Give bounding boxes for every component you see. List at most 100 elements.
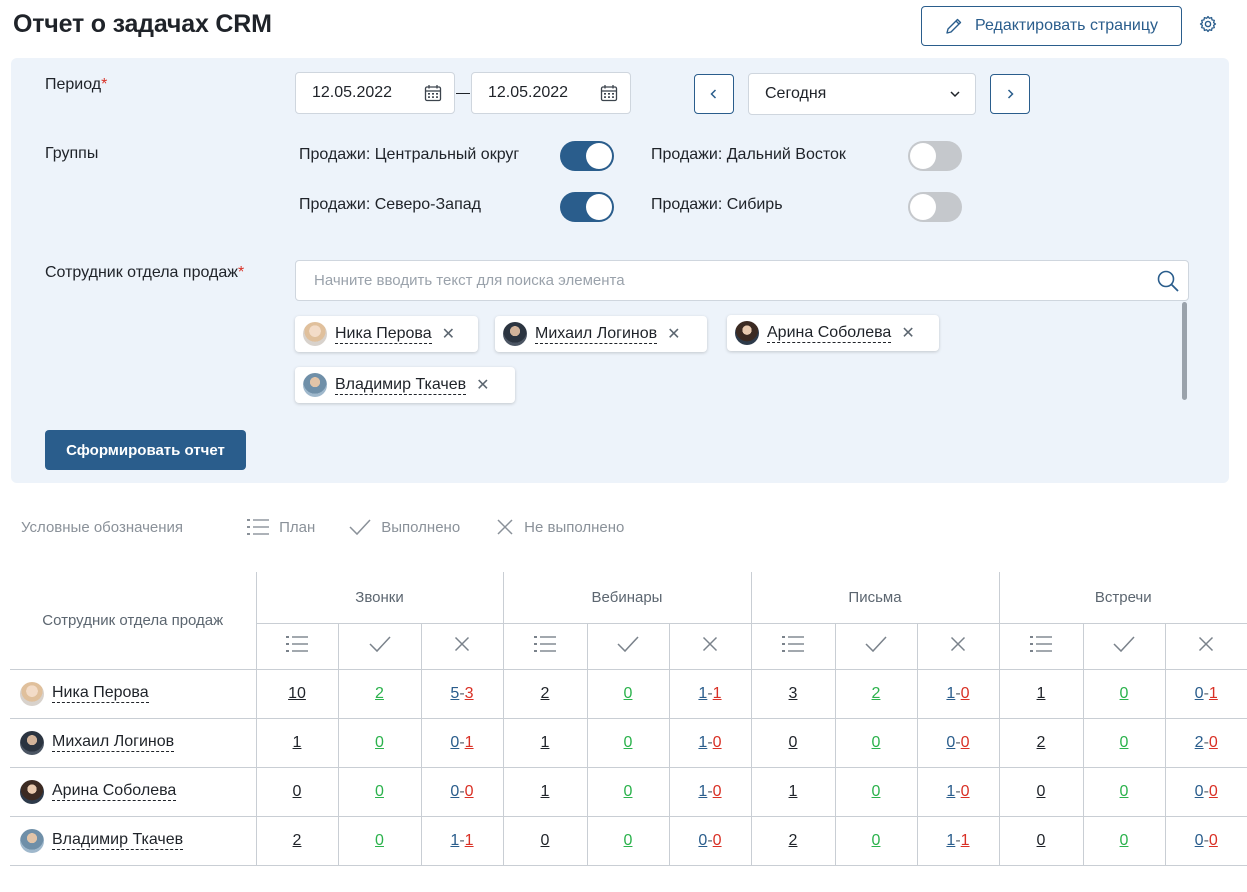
remove-chip-icon[interactable]: ✕ bbox=[901, 325, 915, 342]
done-value[interactable]: 0 bbox=[871, 831, 881, 849]
plan-value[interactable]: 0 bbox=[1036, 782, 1046, 800]
not-done-value-b[interactable]: 3 bbox=[464, 684, 474, 702]
plan-value[interactable]: 0 bbox=[292, 782, 302, 800]
next-period-button[interactable] bbox=[990, 74, 1030, 114]
plan-value[interactable]: 1 bbox=[1036, 684, 1046, 702]
remove-chip-icon[interactable]: ✕ bbox=[667, 326, 681, 343]
not-done-value-b[interactable]: 0 bbox=[960, 684, 970, 702]
not-done-value-a[interactable]: 0 bbox=[1194, 782, 1204, 800]
done-value[interactable]: 0 bbox=[1119, 831, 1129, 849]
not-done-value-b[interactable]: 0 bbox=[960, 782, 970, 800]
not-done-value-a[interactable]: 1 bbox=[946, 782, 956, 800]
remove-chip-icon[interactable]: ✕ bbox=[476, 377, 490, 394]
employee-name-link[interactable]: Арина Соболева bbox=[52, 782, 177, 801]
done-value[interactable]: 2 bbox=[871, 684, 881, 702]
not-done-value-a[interactable]: 1 bbox=[698, 684, 708, 702]
plan-value[interactable]: 2 bbox=[788, 831, 798, 849]
plan-value[interactable]: 0 bbox=[1036, 831, 1046, 849]
not-done-value-b[interactable]: 1 bbox=[960, 831, 970, 849]
done-value[interactable]: 0 bbox=[375, 733, 384, 751]
not-done-value-b[interactable]: 0 bbox=[1208, 831, 1218, 849]
plan-value[interactable]: 3 bbox=[788, 684, 798, 702]
not-done-value-b[interactable]: 0 bbox=[960, 733, 970, 751]
not-done-value-a[interactable]: 0 bbox=[1194, 831, 1204, 849]
plan-value[interactable]: 2 bbox=[292, 831, 302, 849]
not-done-value-a[interactable]: 1 bbox=[946, 684, 956, 702]
done-value[interactable]: 0 bbox=[871, 782, 881, 800]
remove-chip-icon[interactable]: ✕ bbox=[441, 326, 456, 343]
groups-label: Группы bbox=[45, 145, 99, 162]
employee-search[interactable] bbox=[295, 260, 1189, 301]
chip-employee-name[interactable]: Ника Перова bbox=[335, 324, 432, 344]
plan-value[interactable]: 1 bbox=[292, 733, 302, 751]
plan-value[interactable]: 1 bbox=[540, 733, 550, 751]
value-separator: - bbox=[955, 782, 961, 800]
done-value[interactable]: 0 bbox=[375, 782, 384, 800]
table-row: Михаил Логинов 1 0 0-1 1 0 1-0 0 0 0-0 2 0 2-0 bbox=[10, 717, 1247, 768]
group-toggle-central[interactable] bbox=[560, 141, 614, 171]
period-select[interactable]: Сегодня bbox=[748, 73, 976, 115]
chip-employee-name[interactable]: Владимир Ткачев bbox=[335, 375, 467, 395]
not-done-value-b[interactable]: 1 bbox=[464, 733, 474, 751]
plan-value[interactable]: 2 bbox=[1036, 733, 1046, 751]
plan-value[interactable]: 10 bbox=[288, 684, 306, 702]
date-to-input[interactable]: 12.05.2022 bbox=[471, 72, 631, 114]
calendar-icon[interactable] bbox=[424, 84, 442, 102]
group-toggle-far-east[interactable] bbox=[908, 141, 962, 171]
not-done-value-b[interactable]: 0 bbox=[712, 831, 722, 849]
plan-cell: 1 bbox=[255, 717, 339, 768]
not-done-value-a[interactable]: 5 bbox=[450, 684, 460, 702]
done-value[interactable]: 2 bbox=[375, 684, 384, 702]
not-done-value-b[interactable]: 0 bbox=[1208, 733, 1218, 751]
search-icon[interactable] bbox=[1156, 269, 1180, 293]
chip-employee-name[interactable]: Арина Соболева bbox=[767, 323, 892, 343]
plan-value[interactable]: 2 bbox=[540, 684, 550, 702]
group-toggle-north-west[interactable] bbox=[560, 192, 614, 222]
not-done-value-b[interactable]: 0 bbox=[712, 782, 722, 800]
employee-name-link[interactable]: Владимир Ткачев bbox=[52, 831, 184, 850]
calendar-icon[interactable] bbox=[600, 84, 618, 102]
done-value[interactable]: 0 bbox=[1119, 733, 1129, 751]
date-from-input[interactable]: 12.05.2022 bbox=[295, 72, 455, 114]
done-value[interactable]: 0 bbox=[623, 684, 633, 702]
done-value[interactable]: 0 bbox=[871, 733, 881, 751]
done-value[interactable]: 0 bbox=[1119, 684, 1129, 702]
edit-page-button[interactable]: Редактировать страницу bbox=[921, 6, 1182, 46]
not-done-value-b[interactable]: 0 bbox=[1208, 782, 1218, 800]
not-done-value-a[interactable]: 0 bbox=[1194, 684, 1204, 702]
not-done-value-a[interactable]: 1 bbox=[698, 782, 708, 800]
generate-report-button[interactable]: Сформировать отчет bbox=[45, 430, 246, 470]
done-value[interactable]: 0 bbox=[623, 733, 633, 751]
not-done-value-a[interactable]: 1 bbox=[946, 831, 956, 849]
employee-name-link[interactable]: Ника Перова bbox=[52, 684, 149, 703]
done-value[interactable]: 0 bbox=[623, 782, 633, 800]
plan-value[interactable]: 1 bbox=[540, 782, 550, 800]
not-done-value-b[interactable]: 1 bbox=[464, 831, 474, 849]
not-done-value-a[interactable]: 2 bbox=[1194, 733, 1204, 751]
employee-name-link[interactable]: Михаил Логинов bbox=[52, 733, 175, 752]
chips-scrollbar[interactable] bbox=[1182, 302, 1187, 400]
done-value[interactable]: 0 bbox=[375, 831, 384, 849]
not-done-cell: 0-0 bbox=[1164, 766, 1247, 817]
not-done-value-b[interactable]: 1 bbox=[712, 684, 722, 702]
plan-value[interactable]: 0 bbox=[540, 831, 550, 849]
done-value[interactable]: 0 bbox=[1119, 782, 1129, 800]
not-done-value-b[interactable]: 0 bbox=[464, 782, 474, 800]
gear-icon[interactable] bbox=[1199, 15, 1217, 33]
not-done-value-a[interactable]: 1 bbox=[450, 831, 460, 849]
group-toggle-siberia[interactable] bbox=[908, 192, 962, 222]
toggle-knob bbox=[910, 194, 936, 220]
employee-search-input[interactable] bbox=[314, 272, 1156, 289]
not-done-value-a[interactable]: 0 bbox=[450, 733, 460, 751]
not-done-value-b[interactable]: 0 bbox=[712, 733, 722, 751]
not-done-value-a[interactable]: 0 bbox=[946, 733, 956, 751]
not-done-value-a[interactable]: 1 bbox=[698, 733, 708, 751]
not-done-value-a[interactable]: 0 bbox=[450, 782, 460, 800]
not-done-value-a[interactable]: 0 bbox=[698, 831, 708, 849]
plan-value[interactable]: 1 bbox=[788, 782, 798, 800]
not-done-value-b[interactable]: 1 bbox=[1208, 684, 1218, 702]
plan-value[interactable]: 0 bbox=[788, 733, 798, 751]
previous-period-button[interactable] bbox=[694, 74, 734, 114]
done-value[interactable]: 0 bbox=[623, 831, 633, 849]
chip-employee-name[interactable]: Михаил Логинов bbox=[535, 324, 658, 344]
